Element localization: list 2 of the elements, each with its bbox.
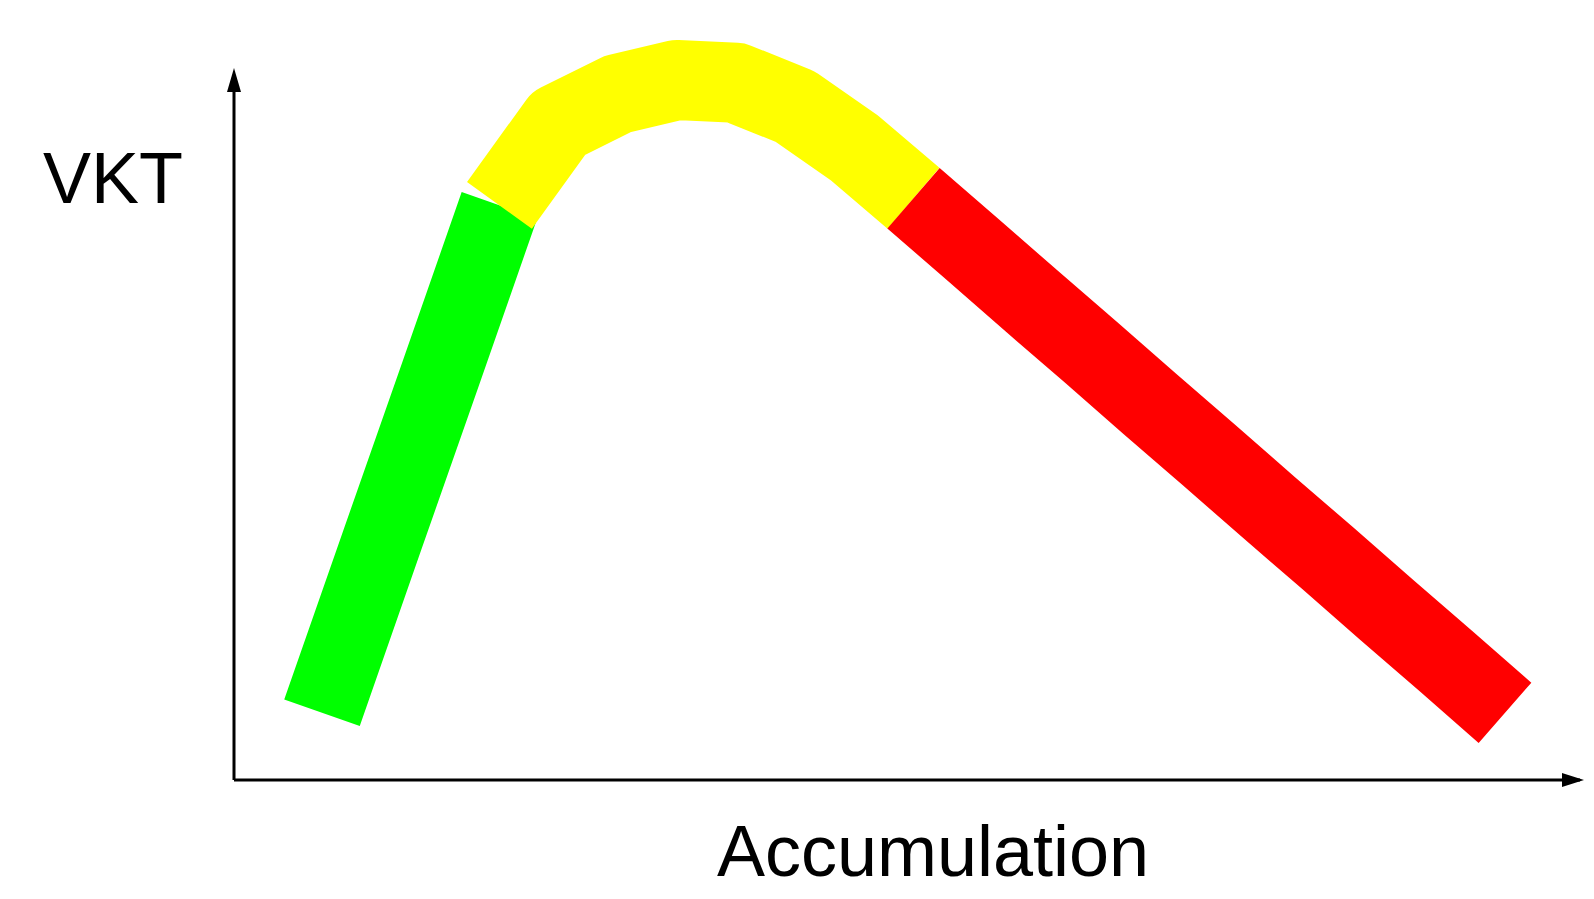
x-axis-title: Accumulation [716, 811, 1150, 891]
y-axis-title: VKT [42, 138, 184, 218]
